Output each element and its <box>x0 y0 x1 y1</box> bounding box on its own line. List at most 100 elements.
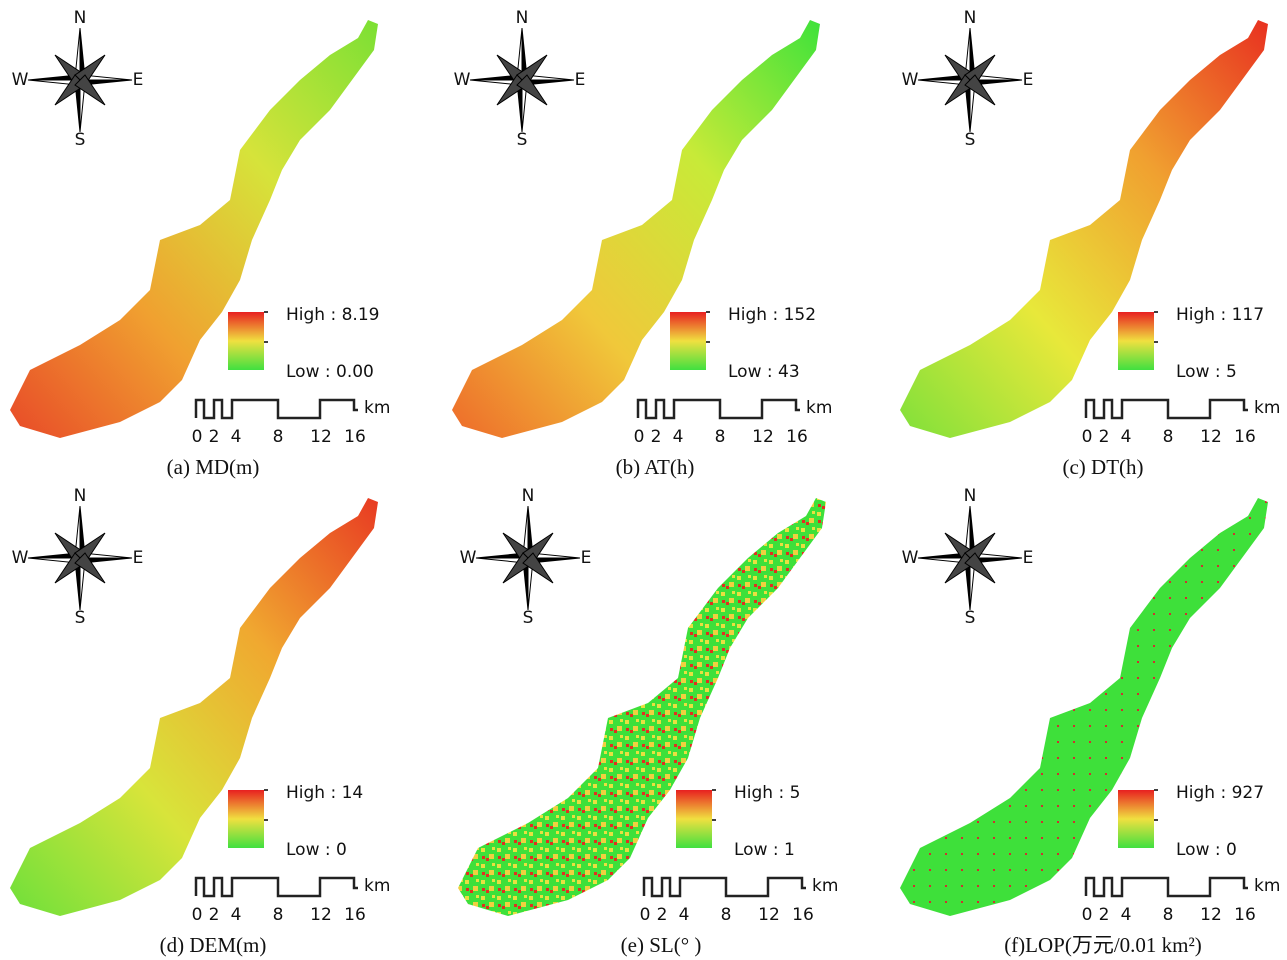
legend-ramp <box>670 312 706 370</box>
compass-label: S <box>75 608 86 628</box>
scale-label: 4 <box>679 905 690 925</box>
scale-label: 12 <box>752 427 774 447</box>
legend-low: Low : 0 <box>1176 840 1237 860</box>
legend-high: High : 14 <box>286 783 363 803</box>
legend-high: High : 117 <box>1176 305 1264 325</box>
scale-label: 0 <box>192 905 203 925</box>
scale-bar <box>196 400 358 418</box>
scale-label: 0 <box>1082 427 1093 447</box>
scale-label: 2 <box>1099 427 1110 447</box>
scale-label: 2 <box>651 427 662 447</box>
scale-bar <box>1086 878 1248 896</box>
legend-ramp <box>676 790 712 848</box>
compass-label: E <box>581 548 592 568</box>
scale-label: 2 <box>209 427 220 447</box>
scale-bar <box>1086 400 1248 418</box>
compass-label: N <box>964 486 977 506</box>
panel: NSWEHigh : 152Low : 4302481216km(b) AT(h… <box>452 8 832 479</box>
scale-label: 12 <box>310 427 332 447</box>
caption: (a) MD(m) <box>167 455 260 479</box>
legend-low: Low : 5 <box>1176 362 1237 382</box>
legend-high: High : 927 <box>1176 783 1264 803</box>
scale-label: 4 <box>1121 427 1132 447</box>
scale-label: 8 <box>1163 427 1174 447</box>
scale-label: 0 <box>640 905 651 925</box>
scale-bar <box>644 878 806 896</box>
caption: (d) DEM(m) <box>160 933 267 957</box>
legend-high: High : 8.19 <box>286 305 379 325</box>
compass-label: W <box>12 548 29 568</box>
scale-label: 12 <box>1200 905 1222 925</box>
panel: NSWEHigh : 5Low : 102481216km(e) SL(° ) <box>458 486 838 957</box>
compass-label: N <box>964 8 977 28</box>
compass-label: E <box>1023 548 1034 568</box>
scale-label: 4 <box>231 905 242 925</box>
legend-ramp <box>228 312 264 370</box>
scale-unit: km <box>364 876 390 896</box>
compass-label: S <box>523 608 534 628</box>
compass <box>28 506 132 610</box>
scale-unit: km <box>364 398 390 418</box>
compass-label: S <box>75 130 86 150</box>
scale-label: 12 <box>758 905 780 925</box>
scale-label: 2 <box>657 905 668 925</box>
compass-label: E <box>1023 70 1034 90</box>
compass-label: S <box>965 608 976 628</box>
caption: (c) DT(h) <box>1062 455 1143 479</box>
compass <box>28 28 132 132</box>
legend-low: Low : 0.00 <box>286 362 374 382</box>
caption: (f)LOP(万元/0.01 km²) <box>1004 933 1202 957</box>
scale-unit: km <box>806 398 832 418</box>
scale-unit: km <box>812 876 838 896</box>
scale-label: 8 <box>715 427 726 447</box>
legend-ramp <box>1118 312 1154 370</box>
scale-label: 8 <box>1163 905 1174 925</box>
compass <box>476 506 580 610</box>
compass-label: W <box>12 70 29 90</box>
scale-label: 2 <box>1099 905 1110 925</box>
scale-label: 8 <box>273 427 284 447</box>
scale-label: 4 <box>231 427 242 447</box>
scale-bar <box>638 400 800 418</box>
scale-label: 4 <box>673 427 684 447</box>
scale-label: 0 <box>1082 905 1093 925</box>
caption: (b) AT(h) <box>616 455 695 479</box>
scale-label: 16 <box>344 427 366 447</box>
compass-label: W <box>902 70 919 90</box>
compass-label: N <box>74 8 87 28</box>
compass-label: N <box>74 486 87 506</box>
compass-label: N <box>522 486 535 506</box>
scale-unit: km <box>1254 876 1280 896</box>
scale-label: 16 <box>792 905 814 925</box>
scale-unit: km <box>1254 398 1280 418</box>
compass-label: W <box>902 548 919 568</box>
legend-ramp <box>1118 790 1154 848</box>
scale-label: 16 <box>344 905 366 925</box>
compass-label: E <box>133 70 144 90</box>
scale-label: 16 <box>786 427 808 447</box>
compass <box>918 28 1022 132</box>
legend-high: High : 152 <box>728 305 816 325</box>
scale-bar <box>196 878 358 896</box>
legend-low: Low : 43 <box>728 362 800 382</box>
scale-label: 0 <box>634 427 645 447</box>
scale-label: 8 <box>721 905 732 925</box>
compass-label: W <box>454 70 471 90</box>
scale-label: 16 <box>1234 427 1256 447</box>
scale-label: 12 <box>1200 427 1222 447</box>
legend-low: Low : 1 <box>734 840 795 860</box>
compass-label: S <box>965 130 976 150</box>
scale-label: 12 <box>310 905 332 925</box>
compass-label: N <box>516 8 529 28</box>
scale-label: 4 <box>1121 905 1132 925</box>
caption: (e) SL(° ) <box>621 933 702 957</box>
compass-label: S <box>517 130 528 150</box>
compass-label: E <box>133 548 144 568</box>
legend-low: Low : 0 <box>286 840 347 860</box>
scale-label: 2 <box>209 905 220 925</box>
compass <box>918 506 1022 610</box>
